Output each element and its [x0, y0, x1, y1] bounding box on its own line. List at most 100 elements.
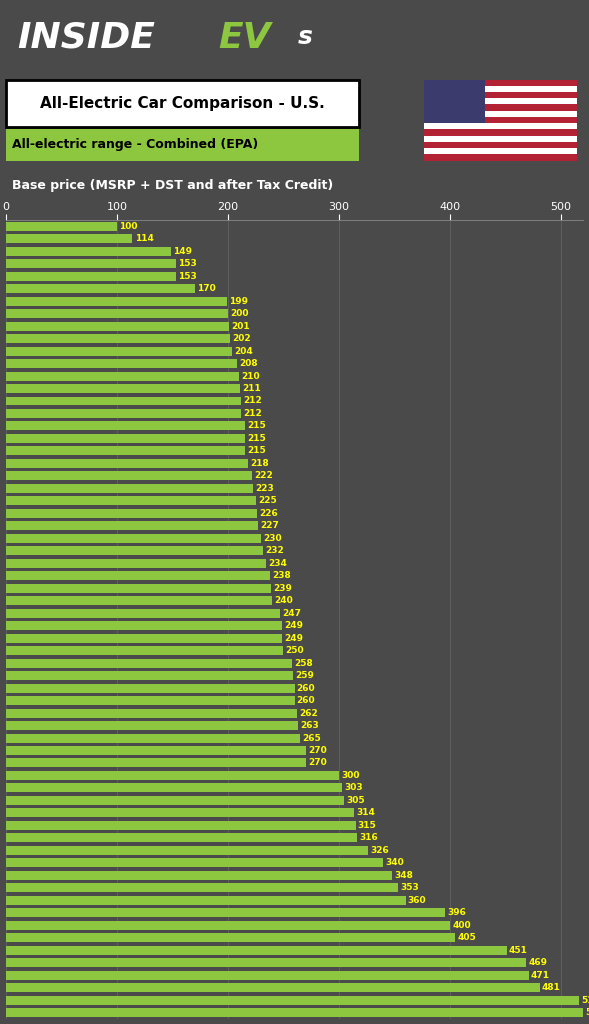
Bar — [6, 322, 229, 331]
Bar — [6, 995, 578, 1005]
Bar — [6, 497, 256, 506]
FancyBboxPatch shape — [424, 141, 577, 148]
Bar — [6, 459, 248, 468]
FancyBboxPatch shape — [424, 92, 577, 98]
Bar — [6, 422, 244, 430]
Text: 249: 249 — [284, 634, 303, 643]
Bar — [6, 571, 270, 581]
Bar — [6, 759, 306, 767]
Text: All-electric range - Combined (EPA): All-electric range - Combined (EPA) — [12, 138, 258, 152]
Text: 204: 204 — [234, 346, 253, 355]
Bar — [6, 771, 339, 780]
Bar — [6, 434, 244, 443]
FancyBboxPatch shape — [6, 129, 359, 161]
Bar — [6, 297, 227, 305]
Bar — [6, 933, 455, 942]
Text: 201: 201 — [231, 322, 250, 331]
Text: EV: EV — [218, 20, 270, 54]
Bar — [6, 372, 239, 381]
Text: 481: 481 — [542, 983, 561, 992]
FancyBboxPatch shape — [424, 123, 577, 129]
Text: 315: 315 — [358, 821, 376, 829]
Bar — [6, 946, 507, 954]
Text: 218: 218 — [250, 459, 269, 468]
Text: 314: 314 — [357, 808, 376, 817]
Bar — [6, 259, 176, 268]
Text: 232: 232 — [266, 546, 284, 555]
Text: 210: 210 — [241, 372, 260, 381]
Text: 270: 270 — [308, 746, 326, 755]
Text: 249: 249 — [284, 622, 303, 630]
Bar — [6, 446, 244, 456]
Text: 340: 340 — [386, 858, 404, 867]
Text: 405: 405 — [458, 933, 477, 942]
Text: 300: 300 — [341, 771, 360, 780]
Text: 270: 270 — [308, 759, 326, 768]
Bar — [6, 559, 266, 567]
Text: 348: 348 — [395, 870, 413, 880]
FancyBboxPatch shape — [424, 111, 577, 117]
FancyBboxPatch shape — [424, 148, 577, 155]
Text: 240: 240 — [274, 596, 293, 605]
Text: 520: 520 — [585, 1009, 589, 1017]
Text: INSIDE: INSIDE — [18, 20, 155, 54]
Text: 226: 226 — [259, 509, 278, 518]
Bar — [6, 222, 117, 230]
Text: 259: 259 — [296, 671, 315, 680]
FancyBboxPatch shape — [424, 117, 577, 123]
Text: 208: 208 — [239, 359, 257, 368]
Bar — [6, 971, 529, 980]
Text: 170: 170 — [197, 284, 216, 293]
Text: 234: 234 — [268, 559, 287, 567]
Text: 469: 469 — [529, 958, 548, 968]
Text: 211: 211 — [242, 384, 261, 393]
FancyBboxPatch shape — [424, 129, 577, 135]
Bar — [6, 821, 356, 829]
Bar — [6, 646, 283, 655]
Text: 215: 215 — [247, 422, 266, 430]
Bar — [6, 409, 241, 418]
Bar — [6, 696, 294, 706]
Bar — [6, 884, 398, 892]
Text: All-Electric Car Comparison - U.S.: All-Electric Car Comparison - U.S. — [40, 96, 325, 112]
Bar — [6, 471, 252, 480]
Text: 305: 305 — [347, 796, 365, 805]
Text: 396: 396 — [448, 908, 466, 918]
Bar — [6, 746, 306, 755]
Text: 238: 238 — [272, 571, 291, 581]
Bar — [6, 846, 368, 855]
Bar — [6, 334, 230, 343]
FancyBboxPatch shape — [424, 98, 577, 104]
Bar — [6, 271, 176, 281]
Text: 239: 239 — [273, 584, 292, 593]
Bar — [6, 958, 527, 968]
Text: 200: 200 — [230, 309, 249, 318]
Text: 360: 360 — [408, 896, 426, 905]
Text: 212: 212 — [243, 396, 262, 406]
Bar — [6, 671, 293, 680]
FancyBboxPatch shape — [424, 80, 485, 123]
Bar — [6, 346, 232, 355]
Bar — [6, 709, 297, 718]
Bar — [6, 309, 228, 318]
FancyBboxPatch shape — [6, 81, 359, 127]
Text: 153: 153 — [178, 259, 197, 268]
Text: 215: 215 — [247, 434, 266, 443]
Text: 326: 326 — [370, 846, 389, 855]
Text: s: s — [297, 26, 312, 49]
Bar — [6, 359, 237, 368]
Text: 212: 212 — [243, 409, 262, 418]
Bar — [6, 384, 240, 393]
Text: 100: 100 — [119, 222, 138, 230]
Bar — [6, 622, 282, 630]
Bar — [6, 285, 194, 293]
Text: 263: 263 — [300, 721, 319, 730]
Text: 149: 149 — [174, 247, 193, 256]
Bar — [6, 521, 258, 530]
Text: 215: 215 — [247, 446, 266, 456]
Bar — [6, 247, 171, 256]
Text: 114: 114 — [135, 234, 154, 244]
Bar — [6, 896, 405, 905]
Text: 230: 230 — [263, 534, 282, 543]
FancyBboxPatch shape — [424, 135, 577, 141]
